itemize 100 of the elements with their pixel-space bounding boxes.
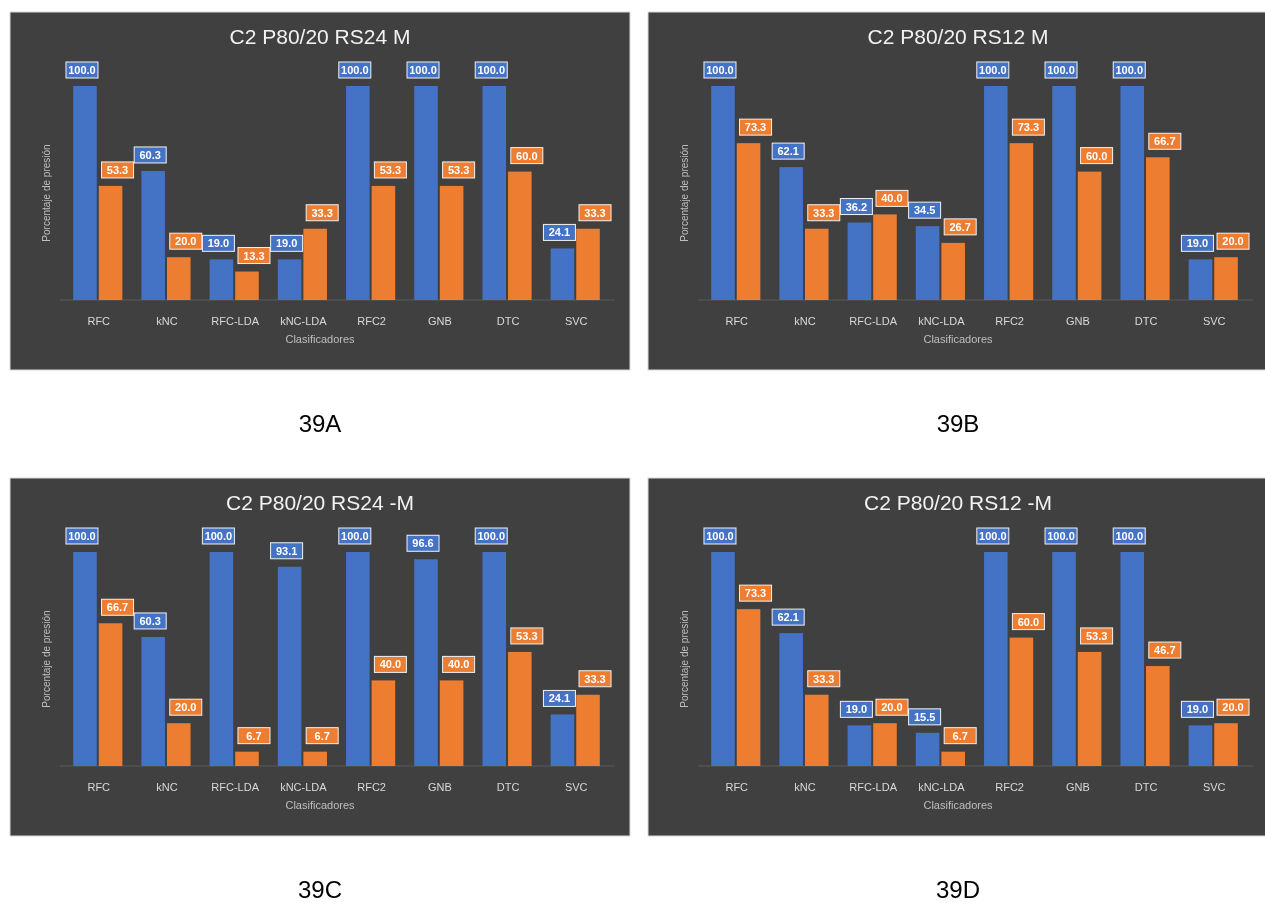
data-label: 20.0 xyxy=(1222,701,1244,714)
data-label: 100.0 xyxy=(409,64,437,76)
x-tick-label: SVC xyxy=(1202,315,1226,327)
bar xyxy=(414,559,438,766)
chart-title: C2 P80/20 RS12 M xyxy=(867,25,1049,48)
bar xyxy=(779,167,803,300)
bar xyxy=(804,228,829,300)
x-axis-title: Clasificadores xyxy=(923,799,994,811)
bar xyxy=(711,86,735,300)
data-label: 100.0 xyxy=(204,530,233,542)
data-label: 60.3 xyxy=(139,148,161,161)
data-label: 53.3 xyxy=(1085,629,1108,642)
data-label: 100.0 xyxy=(1115,64,1143,76)
bar xyxy=(482,552,507,766)
data-label: 100.0 xyxy=(68,530,96,542)
data-label: 19.0 xyxy=(207,237,230,250)
x-axis-title: Clasificadores xyxy=(285,799,356,811)
x-tick-label: RFC2 xyxy=(995,315,1024,327)
bar xyxy=(508,171,532,300)
data-label: 24.1 xyxy=(548,692,571,705)
chart-title: C2 P80/20 RS24 M xyxy=(229,25,411,48)
data-label: 20.0 xyxy=(881,701,903,714)
data-label: 33.3 xyxy=(813,206,835,219)
bar xyxy=(166,723,191,766)
x-tick-label: GNB xyxy=(427,781,452,793)
bar xyxy=(371,185,396,300)
data-label: 20.0 xyxy=(175,235,197,248)
bar xyxy=(1052,552,1076,766)
x-tick-label: kNC xyxy=(794,781,816,793)
data-label: 33.3 xyxy=(813,672,835,685)
data-label: 40.0 xyxy=(881,192,903,205)
bar xyxy=(779,633,803,766)
data-label: 53.3 xyxy=(447,163,470,176)
data-label: 60.0 xyxy=(1085,149,1108,162)
data-label: 19.0 xyxy=(845,703,868,716)
data-label: 36.2 xyxy=(845,200,868,213)
bar xyxy=(1146,666,1170,766)
bar xyxy=(508,651,532,766)
data-label: 19.0 xyxy=(1186,703,1209,716)
y-axis-title: Porcentaje de presión xyxy=(679,144,690,242)
bar xyxy=(941,751,965,766)
bar xyxy=(141,636,165,766)
bar xyxy=(711,552,735,766)
x-tick-label: RFC xyxy=(87,315,111,327)
data-label: 6.7 xyxy=(314,729,330,742)
data-label: 100.0 xyxy=(706,530,734,542)
data-label: 15.5 xyxy=(913,710,936,723)
x-tick-label: GNB xyxy=(1065,781,1090,793)
data-label: 100.0 xyxy=(1047,530,1075,542)
data-label: 100.0 xyxy=(341,530,369,542)
x-tick-label: kNC xyxy=(794,315,816,327)
data-label: 73.3 xyxy=(744,587,767,600)
data-label: 19.0 xyxy=(275,237,298,250)
bar xyxy=(235,751,259,766)
bar xyxy=(141,170,165,300)
data-label: 40.0 xyxy=(447,658,470,671)
bar xyxy=(847,222,872,300)
bar xyxy=(941,242,965,300)
bar xyxy=(550,248,575,300)
bar xyxy=(1009,637,1034,766)
x-tick-label: DTC xyxy=(496,315,520,327)
x-tick-label: SVC xyxy=(1202,781,1226,793)
data-label: 100.0 xyxy=(1047,64,1075,76)
bar xyxy=(550,714,575,766)
data-label: 20.0 xyxy=(175,701,197,714)
x-tick-label: RFC-LDA xyxy=(211,315,260,327)
data-label: 24.1 xyxy=(548,226,571,239)
bar xyxy=(1120,86,1145,300)
data-label: 100.0 xyxy=(477,530,505,542)
x-tick-label: SVC xyxy=(564,315,588,327)
data-label: 73.3 xyxy=(744,121,767,134)
bar xyxy=(736,609,761,766)
bar xyxy=(915,226,940,300)
bar xyxy=(984,86,1008,300)
bar xyxy=(1077,171,1102,300)
bar xyxy=(209,259,234,300)
x-tick-label: RFC-LDA xyxy=(211,781,260,793)
x-tick-label: kNC xyxy=(156,781,178,793)
bar xyxy=(915,732,940,766)
bar xyxy=(1009,143,1034,300)
data-label: 40.0 xyxy=(379,658,402,671)
bar xyxy=(1214,723,1238,766)
data-label: 26.7 xyxy=(949,220,971,233)
text: 39C xyxy=(297,876,343,903)
bar xyxy=(98,185,123,300)
bar xyxy=(73,552,97,766)
bar xyxy=(439,680,464,766)
bar xyxy=(166,257,191,300)
x-tick-label: SVC xyxy=(564,781,588,793)
data-label: 33.3 xyxy=(584,206,606,219)
bar xyxy=(1077,651,1102,766)
data-label: 62.1 xyxy=(777,145,799,158)
bar xyxy=(804,694,829,766)
bar xyxy=(346,552,370,766)
data-label: 62.1 xyxy=(777,611,799,624)
data-label: 66.7 xyxy=(106,601,129,614)
bar xyxy=(235,271,259,300)
data-label: 19.0 xyxy=(1186,237,1209,250)
x-tick-label: RFC xyxy=(87,781,111,793)
bar xyxy=(98,623,123,766)
